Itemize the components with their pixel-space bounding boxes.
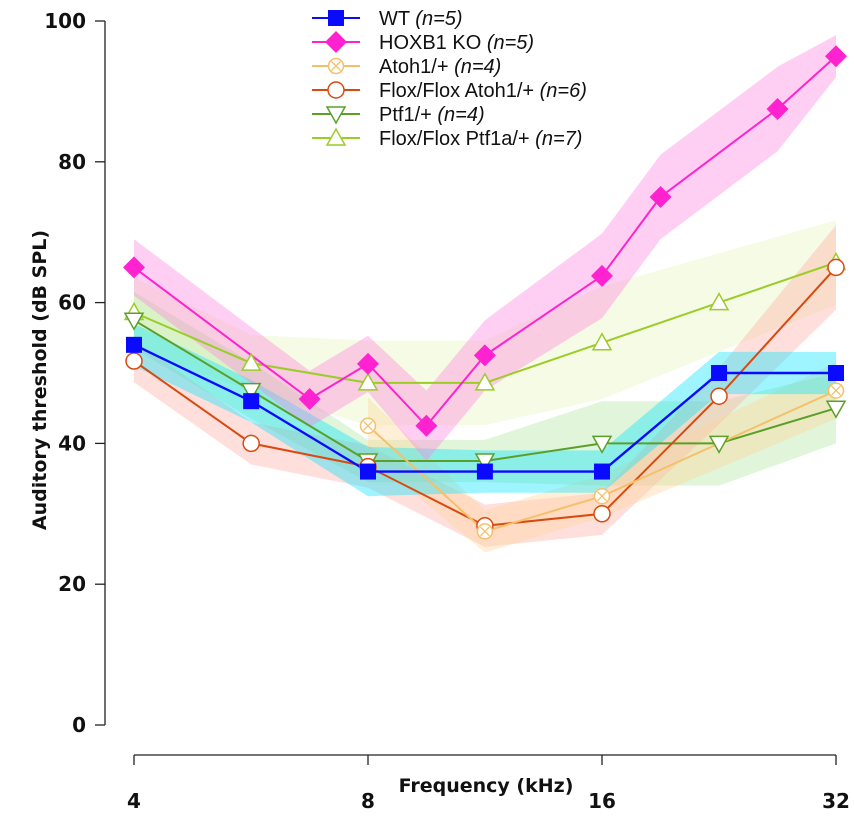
point-series-1-4 (473, 344, 496, 367)
point-series-2-3 (827, 382, 845, 399)
legend-label-4: Ptf1/+ (n=4) (379, 104, 485, 126)
band-series-3 (134, 225, 836, 547)
point-series-3-1 (242, 434, 260, 453)
point-series-2-1-cross (479, 526, 490, 537)
point-series-2-3-cross (831, 385, 841, 396)
point-series-1-3 (415, 414, 438, 437)
point-series-1-1 (298, 388, 321, 411)
legend-label-5: Flox/Flox Ptf1a/+ (n=7) (379, 128, 582, 150)
point-series-4-4 (591, 435, 613, 454)
legend-label-3: Flox/Flox Atoh1/+ (n=6) (379, 80, 587, 102)
point-series-1-6 (649, 186, 672, 208)
y-axis-title: Auditory threshold (dB SPL) (29, 230, 51, 530)
legend: WT (n=5)HOXB1 KO (n=5)Atoh1/+ (n=4)Flox/… (312, 8, 587, 150)
legend-n-4: (n=4) (437, 104, 484, 126)
series-markers (123, 45, 847, 540)
point-series-2-0 (359, 417, 377, 435)
point-series-2-1 (476, 523, 494, 540)
point-series-0-1 (243, 393, 260, 410)
legend-n-3: (n=6) (540, 80, 587, 102)
legend-marker-5 (325, 127, 347, 146)
point-series-1-7 (766, 98, 789, 120)
legend-n-2: (n=4) (454, 56, 501, 78)
point-series-4-3 (474, 453, 496, 472)
point-series-5-2 (357, 372, 379, 391)
point-series-0-6 (828, 365, 844, 381)
point-series-0-4 (594, 463, 610, 480)
legend-n-1: (n=5) (487, 32, 534, 54)
legend-marker-2-cross (331, 61, 341, 71)
point-series-5-3 (474, 372, 496, 391)
point-series-3-0 (125, 352, 143, 370)
legend-marker-0 (328, 10, 344, 26)
legend-name-0: WT (379, 8, 415, 30)
point-series-4-1 (240, 382, 262, 402)
point-series-3-6 (827, 258, 845, 277)
legend-name-1: HOXB1 KO (379, 32, 487, 54)
point-series-4-0 (123, 312, 145, 331)
y-tick-label-80: 80 (58, 150, 86, 174)
point-series-2-2-cross (597, 491, 607, 502)
legend-n-0: (n=5) (415, 8, 462, 30)
point-series-1-5 (591, 264, 613, 287)
y-tick-label-0: 0 (72, 713, 86, 737)
point-series-3-5 (710, 387, 728, 405)
legend-name-3: Flox/Flox Atoh1/+ (379, 80, 540, 102)
legend-marker-4 (325, 106, 347, 125)
legend-n-5: (n=7) (535, 128, 582, 150)
point-series-0-5 (711, 365, 728, 381)
point-series-5-5 (708, 292, 730, 311)
legend-label-1: HOXB1 KO (n=5) (379, 32, 534, 54)
x-tick-label-16: 16 (588, 789, 616, 813)
legend-label-0: WT (n=5) (379, 8, 463, 30)
legend-name-5: Flox/Flox Ptf1a/+ (379, 128, 535, 150)
point-series-3-4 (593, 505, 611, 523)
point-series-1-0 (123, 256, 145, 279)
x-tick-label-4: 4 (127, 789, 141, 813)
point-series-0-0 (126, 336, 142, 353)
point-series-4-5 (708, 435, 730, 454)
legend-name-2: Atoh1/+ (379, 56, 454, 78)
legend-marker-2 (327, 57, 345, 75)
y-tick-label-20: 20 (58, 572, 86, 596)
point-series-5-4 (591, 332, 613, 351)
y-tick-label-60: 60 (58, 291, 86, 315)
x-tick-label-32: 32 (822, 789, 850, 813)
legend-label-2: Atoh1/+ (n=4) (379, 56, 501, 78)
legend-marker-1 (325, 31, 347, 53)
point-series-2-2 (593, 487, 611, 505)
x-tick-label-8: 8 (361, 789, 375, 813)
point-series-2-0-cross (363, 420, 373, 431)
point-series-1-8 (825, 45, 847, 68)
x-axis-title: Frequency (kHz) (399, 775, 574, 797)
legend-name-4: Ptf1/+ (379, 104, 437, 126)
point-series-5-1 (240, 352, 262, 371)
point-series-4-6 (825, 400, 847, 419)
band-series-0 (134, 323, 836, 497)
point-series-0-3 (476, 463, 493, 480)
point-series-1-2 (357, 352, 379, 375)
point-series-0-2 (360, 463, 376, 480)
y-tick-label-40: 40 (58, 431, 86, 455)
axes: 0 20 40 60 80 100 4 8 16 32 (44, 9, 850, 813)
y-tick-label-100: 100 (44, 9, 86, 33)
legend-marker-3 (327, 81, 345, 99)
